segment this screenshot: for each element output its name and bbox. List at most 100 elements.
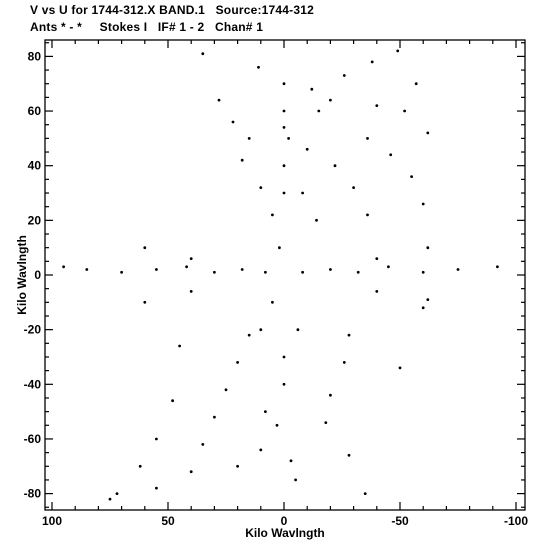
data-point [389,153,393,157]
data-point [347,453,351,457]
data-point [294,478,297,482]
data-point [171,399,175,403]
data-point [398,366,402,370]
x-tick-label: 0 [281,514,288,528]
data-point [224,388,228,392]
data-point [329,98,332,102]
data-point [347,333,351,337]
data-point [342,74,346,77]
data-point [62,265,65,269]
data-point [324,421,328,424]
data-point [333,164,337,168]
data-point [178,344,182,348]
data-point [115,492,119,495]
data-point [289,459,293,463]
data-point [247,333,251,337]
data-point [282,109,286,113]
data-point [301,191,304,195]
data-point [317,109,321,113]
data-point [278,246,281,250]
data-point [282,126,286,129]
data-point [259,448,263,452]
data-point [410,175,413,179]
data-point [108,497,112,501]
axis-tick-labels: 100 50 0 -50 -100 -80 -60 -40 -20 0 20 40 60 80 [24,49,529,528]
data-point [185,265,189,269]
chart-title: V vs U for 1744-312.X BAND.1 Source:1744… [30,3,314,17]
data-point [363,492,367,495]
data-point [315,218,318,222]
data-point [155,268,158,271]
data-point [155,437,158,441]
data-point [85,268,89,271]
y-tick-label: 20 [28,213,42,227]
data-point [138,464,142,468]
data-point [189,470,193,474]
data-point [155,486,158,490]
data-point [301,270,304,274]
data-point [189,257,193,260]
data-point [189,290,193,293]
data-point [240,268,244,271]
data-point [426,131,430,135]
data-point [257,65,260,69]
x-tick-label: 100 [42,514,62,528]
y-tick-label: -40 [24,377,42,391]
data-point [310,87,314,91]
y-tick-label: -20 [24,323,42,337]
data-point [282,164,286,168]
data-point [426,298,430,301]
data-point [329,393,332,397]
data-point [201,52,205,56]
data-point [213,415,216,419]
y-tick-label: -80 [24,487,42,501]
data-point [264,270,267,274]
y-tick-label: 0 [34,268,41,282]
data-point [259,328,263,332]
data-point [426,246,430,250]
data-point [375,104,379,107]
data-point [387,265,390,269]
data-point [456,268,460,271]
data-point [282,191,286,195]
data-point [217,98,221,102]
x-axis-label: Kilo Wavlngth [245,526,325,540]
data-point [236,464,240,468]
data-point [496,265,499,269]
data-point [356,270,360,274]
data-point [143,246,147,250]
data-point [414,82,418,86]
data-point [421,202,425,206]
data-point [275,423,279,427]
data-point [370,60,374,64]
x-tick-label: 50 [161,514,175,528]
data-point [271,213,274,217]
data-point [305,147,309,151]
data-point [366,213,369,217]
data-point [120,270,123,274]
data-point [271,300,274,304]
data-point [201,443,205,446]
data-point [259,186,263,190]
chart-subtitle: Ants * - * Stokes I IF# 1 - 2 Chan# 1 [30,20,264,34]
y-axis-label: Kilo Wavlngth [15,235,29,315]
data-point [366,137,369,140]
data-point [375,290,379,293]
data-point [264,410,267,413]
data-point [296,328,300,332]
data-point [352,186,355,190]
y-tick-label: -60 [24,432,42,446]
data-point [143,300,147,304]
data-point [213,270,216,274]
data-point [282,355,286,359]
data-point [342,361,346,364]
y-tick-label: 60 [28,104,42,118]
axis-ticks [45,40,525,510]
data-point [282,382,286,386]
x-tick-label: -50 [391,514,409,528]
y-tick-label: 80 [28,49,42,63]
data-point [421,306,425,310]
y-tick-label: 40 [28,159,42,173]
data-point [421,270,425,274]
